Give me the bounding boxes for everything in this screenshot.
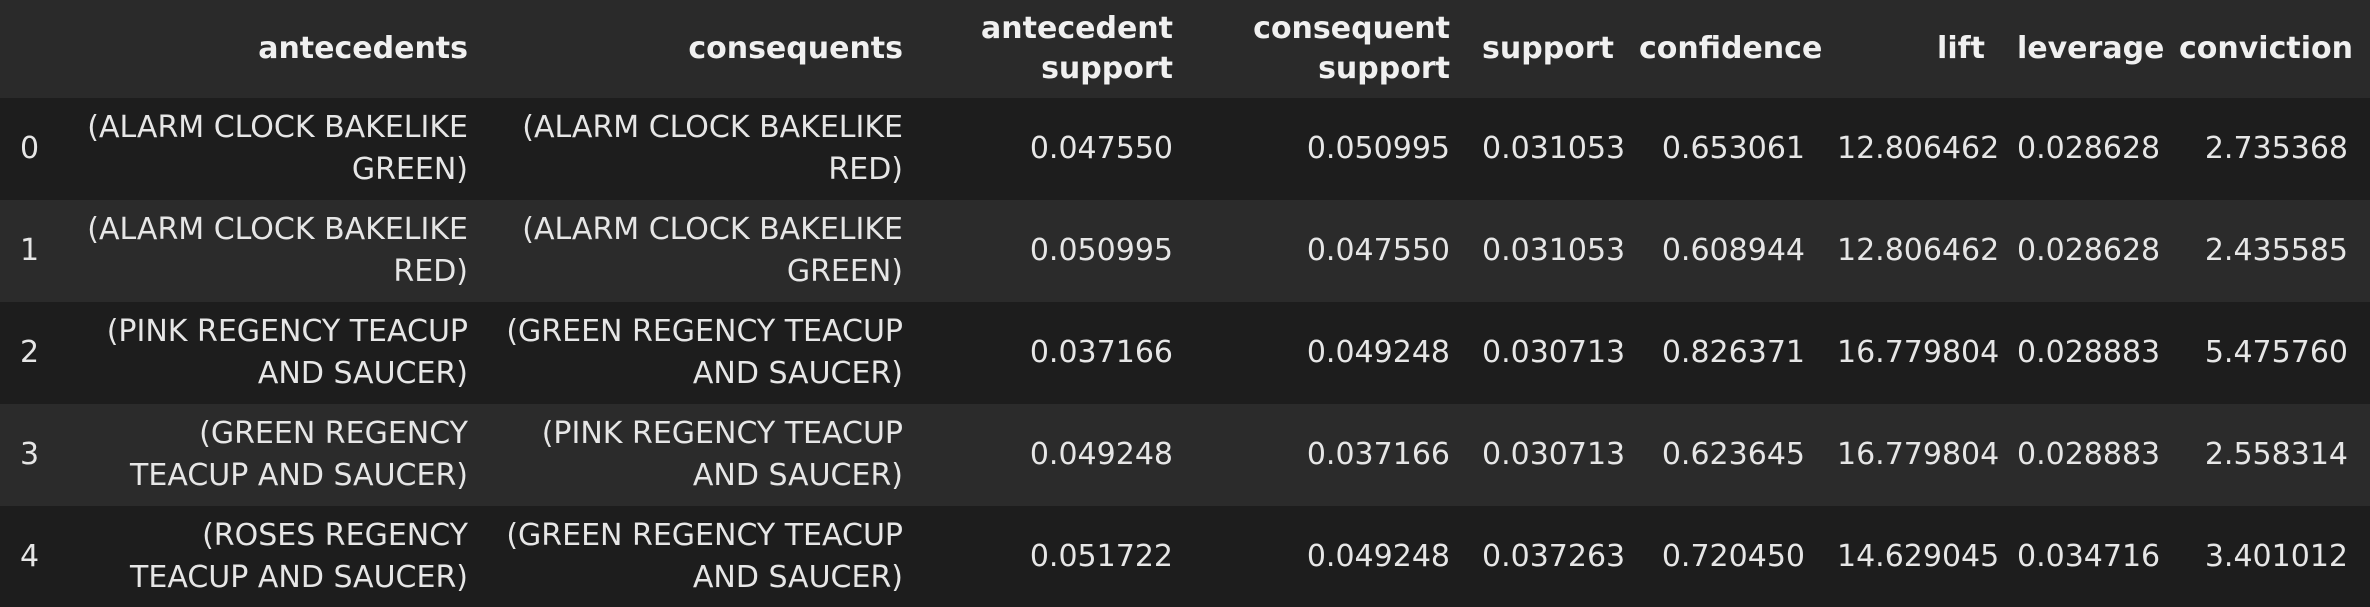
header-row: antecedents consequents antecedent suppo… xyxy=(0,0,2370,98)
header-conviction: conviction xyxy=(2169,0,2370,98)
cell-support: 0.030713 xyxy=(1472,404,1629,506)
header-consequent-support: consequent support xyxy=(1195,0,1472,98)
cell-support: 0.037263 xyxy=(1472,506,1629,607)
cell-confidence: 0.608944 xyxy=(1629,200,1827,302)
cell-antecedent-support: 0.049248 xyxy=(925,404,1195,506)
cell-consequent-support: 0.047550 xyxy=(1195,200,1472,302)
cell-consequent-support: 0.049248 xyxy=(1195,302,1472,404)
header-confidence: confidence xyxy=(1629,0,1827,98)
cell-antecedent-support: 0.037166 xyxy=(925,302,1195,404)
table-row: 1 (ALARM CLOCK BAKELIKE RED) (ALARM CLOC… xyxy=(0,200,2370,302)
cell-lift: 16.779804 xyxy=(1827,302,2007,404)
row-index: 3 xyxy=(0,404,70,506)
cell-support: 0.030713 xyxy=(1472,302,1629,404)
cell-confidence: 0.720450 xyxy=(1629,506,1827,607)
cell-conviction: 2.435585 xyxy=(2169,200,2370,302)
cell-conviction: 3.401012 xyxy=(2169,506,2370,607)
cell-antecedent-support: 0.050995 xyxy=(925,200,1195,302)
row-index: 2 xyxy=(0,302,70,404)
cell-leverage: 0.028628 xyxy=(2007,200,2169,302)
cell-antecedents: (ROSES REGENCY TEACUP AND SAUCER) xyxy=(70,506,490,607)
header-lift: lift xyxy=(1827,0,2007,98)
table-header: antecedents consequents antecedent suppo… xyxy=(0,0,2370,98)
cell-confidence: 0.653061 xyxy=(1629,98,1827,200)
cell-consequents: (ALARM CLOCK BAKELIKE GREEN) xyxy=(490,200,925,302)
row-index: 0 xyxy=(0,98,70,200)
table-body: 0 (ALARM CLOCK BAKELIKE GREEN) (ALARM CL… xyxy=(0,98,2370,607)
cell-conviction: 5.475760 xyxy=(2169,302,2370,404)
cell-consequents: (GREEN REGENCY TEACUP AND SAUCER) xyxy=(490,506,925,607)
table-row: 2 (PINK REGENCY TEACUP AND SAUCER) (GREE… xyxy=(0,302,2370,404)
cell-consequent-support: 0.050995 xyxy=(1195,98,1472,200)
cell-antecedents: (GREEN REGENCY TEACUP AND SAUCER) xyxy=(70,404,490,506)
cell-leverage: 0.028883 xyxy=(2007,302,2169,404)
cell-consequent-support: 0.049248 xyxy=(1195,506,1472,607)
cell-confidence: 0.623645 xyxy=(1629,404,1827,506)
cell-consequent-support: 0.037166 xyxy=(1195,404,1472,506)
cell-antecedent-support: 0.047550 xyxy=(925,98,1195,200)
cell-consequents: (PINK REGENCY TEACUP AND SAUCER) xyxy=(490,404,925,506)
row-index: 1 xyxy=(0,200,70,302)
cell-support: 0.031053 xyxy=(1472,200,1629,302)
header-antecedents: antecedents xyxy=(70,0,490,98)
cell-conviction: 2.735368 xyxy=(2169,98,2370,200)
header-index xyxy=(0,0,70,98)
table-row: 0 (ALARM CLOCK BAKELIKE GREEN) (ALARM CL… xyxy=(0,98,2370,200)
cell-lift: 14.629045 xyxy=(1827,506,2007,607)
cell-support: 0.031053 xyxy=(1472,98,1629,200)
cell-confidence: 0.826371 xyxy=(1629,302,1827,404)
cell-lift: 12.806462 xyxy=(1827,200,2007,302)
cell-consequents: (GREEN REGENCY TEACUP AND SAUCER) xyxy=(490,302,925,404)
cell-consequents: (ALARM CLOCK BAKELIKE RED) xyxy=(490,98,925,200)
header-support: support xyxy=(1472,0,1629,98)
cell-leverage: 0.028628 xyxy=(2007,98,2169,200)
table-row: 4 (ROSES REGENCY TEACUP AND SAUCER) (GRE… xyxy=(0,506,2370,607)
header-consequents: consequents xyxy=(490,0,925,98)
cell-antecedents: (ALARM CLOCK BAKELIKE GREEN) xyxy=(70,98,490,200)
cell-antecedents: (PINK REGENCY TEACUP AND SAUCER) xyxy=(70,302,490,404)
cell-conviction: 2.558314 xyxy=(2169,404,2370,506)
row-index: 4 xyxy=(0,506,70,607)
header-leverage: leverage xyxy=(2007,0,2169,98)
table-row: 3 (GREEN REGENCY TEACUP AND SAUCER) (PIN… xyxy=(0,404,2370,506)
cell-leverage: 0.034716 xyxy=(2007,506,2169,607)
cell-leverage: 0.028883 xyxy=(2007,404,2169,506)
header-antecedent-support: antecedent support xyxy=(925,0,1195,98)
cell-antecedent-support: 0.051722 xyxy=(925,506,1195,607)
cell-lift: 12.806462 xyxy=(1827,98,2007,200)
cell-lift: 16.779804 xyxy=(1827,404,2007,506)
cell-antecedents: (ALARM CLOCK BAKELIKE RED) xyxy=(70,200,490,302)
